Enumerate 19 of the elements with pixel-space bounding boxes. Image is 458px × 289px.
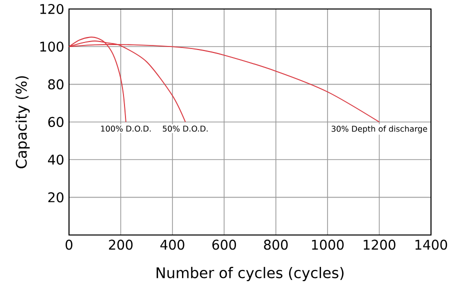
x-axis-title: Number of cycles (cycles) [156,266,344,282]
y-tick-label: 100 [40,42,64,52]
y-tick-label: 40 [48,154,64,165]
annotation: 50% D.O.D. [162,126,208,132]
annotation: 100% D.O.D. [101,126,151,132]
x-tick-label: 0 [66,240,72,250]
x-tick-label: 1000 [312,240,344,250]
y-axis-title: Capacity (%) [15,76,30,168]
x-tick-label: 1400 [415,240,448,250]
x-tick-label: 200 [108,240,133,250]
y-tick-label: 20 [48,192,64,202]
y-tick-label: 60 [48,116,64,128]
y-tick-label: 80 [48,79,64,90]
x-tick-label: 800 [264,240,288,250]
x-tick-label: 400 [160,240,184,250]
x-tick-label: 600 [212,240,236,250]
x-tick-label: 1200 [364,240,396,250]
annotation: 30% Depth of discharge [332,126,428,134]
y-tick-label: 120 [40,4,64,14]
